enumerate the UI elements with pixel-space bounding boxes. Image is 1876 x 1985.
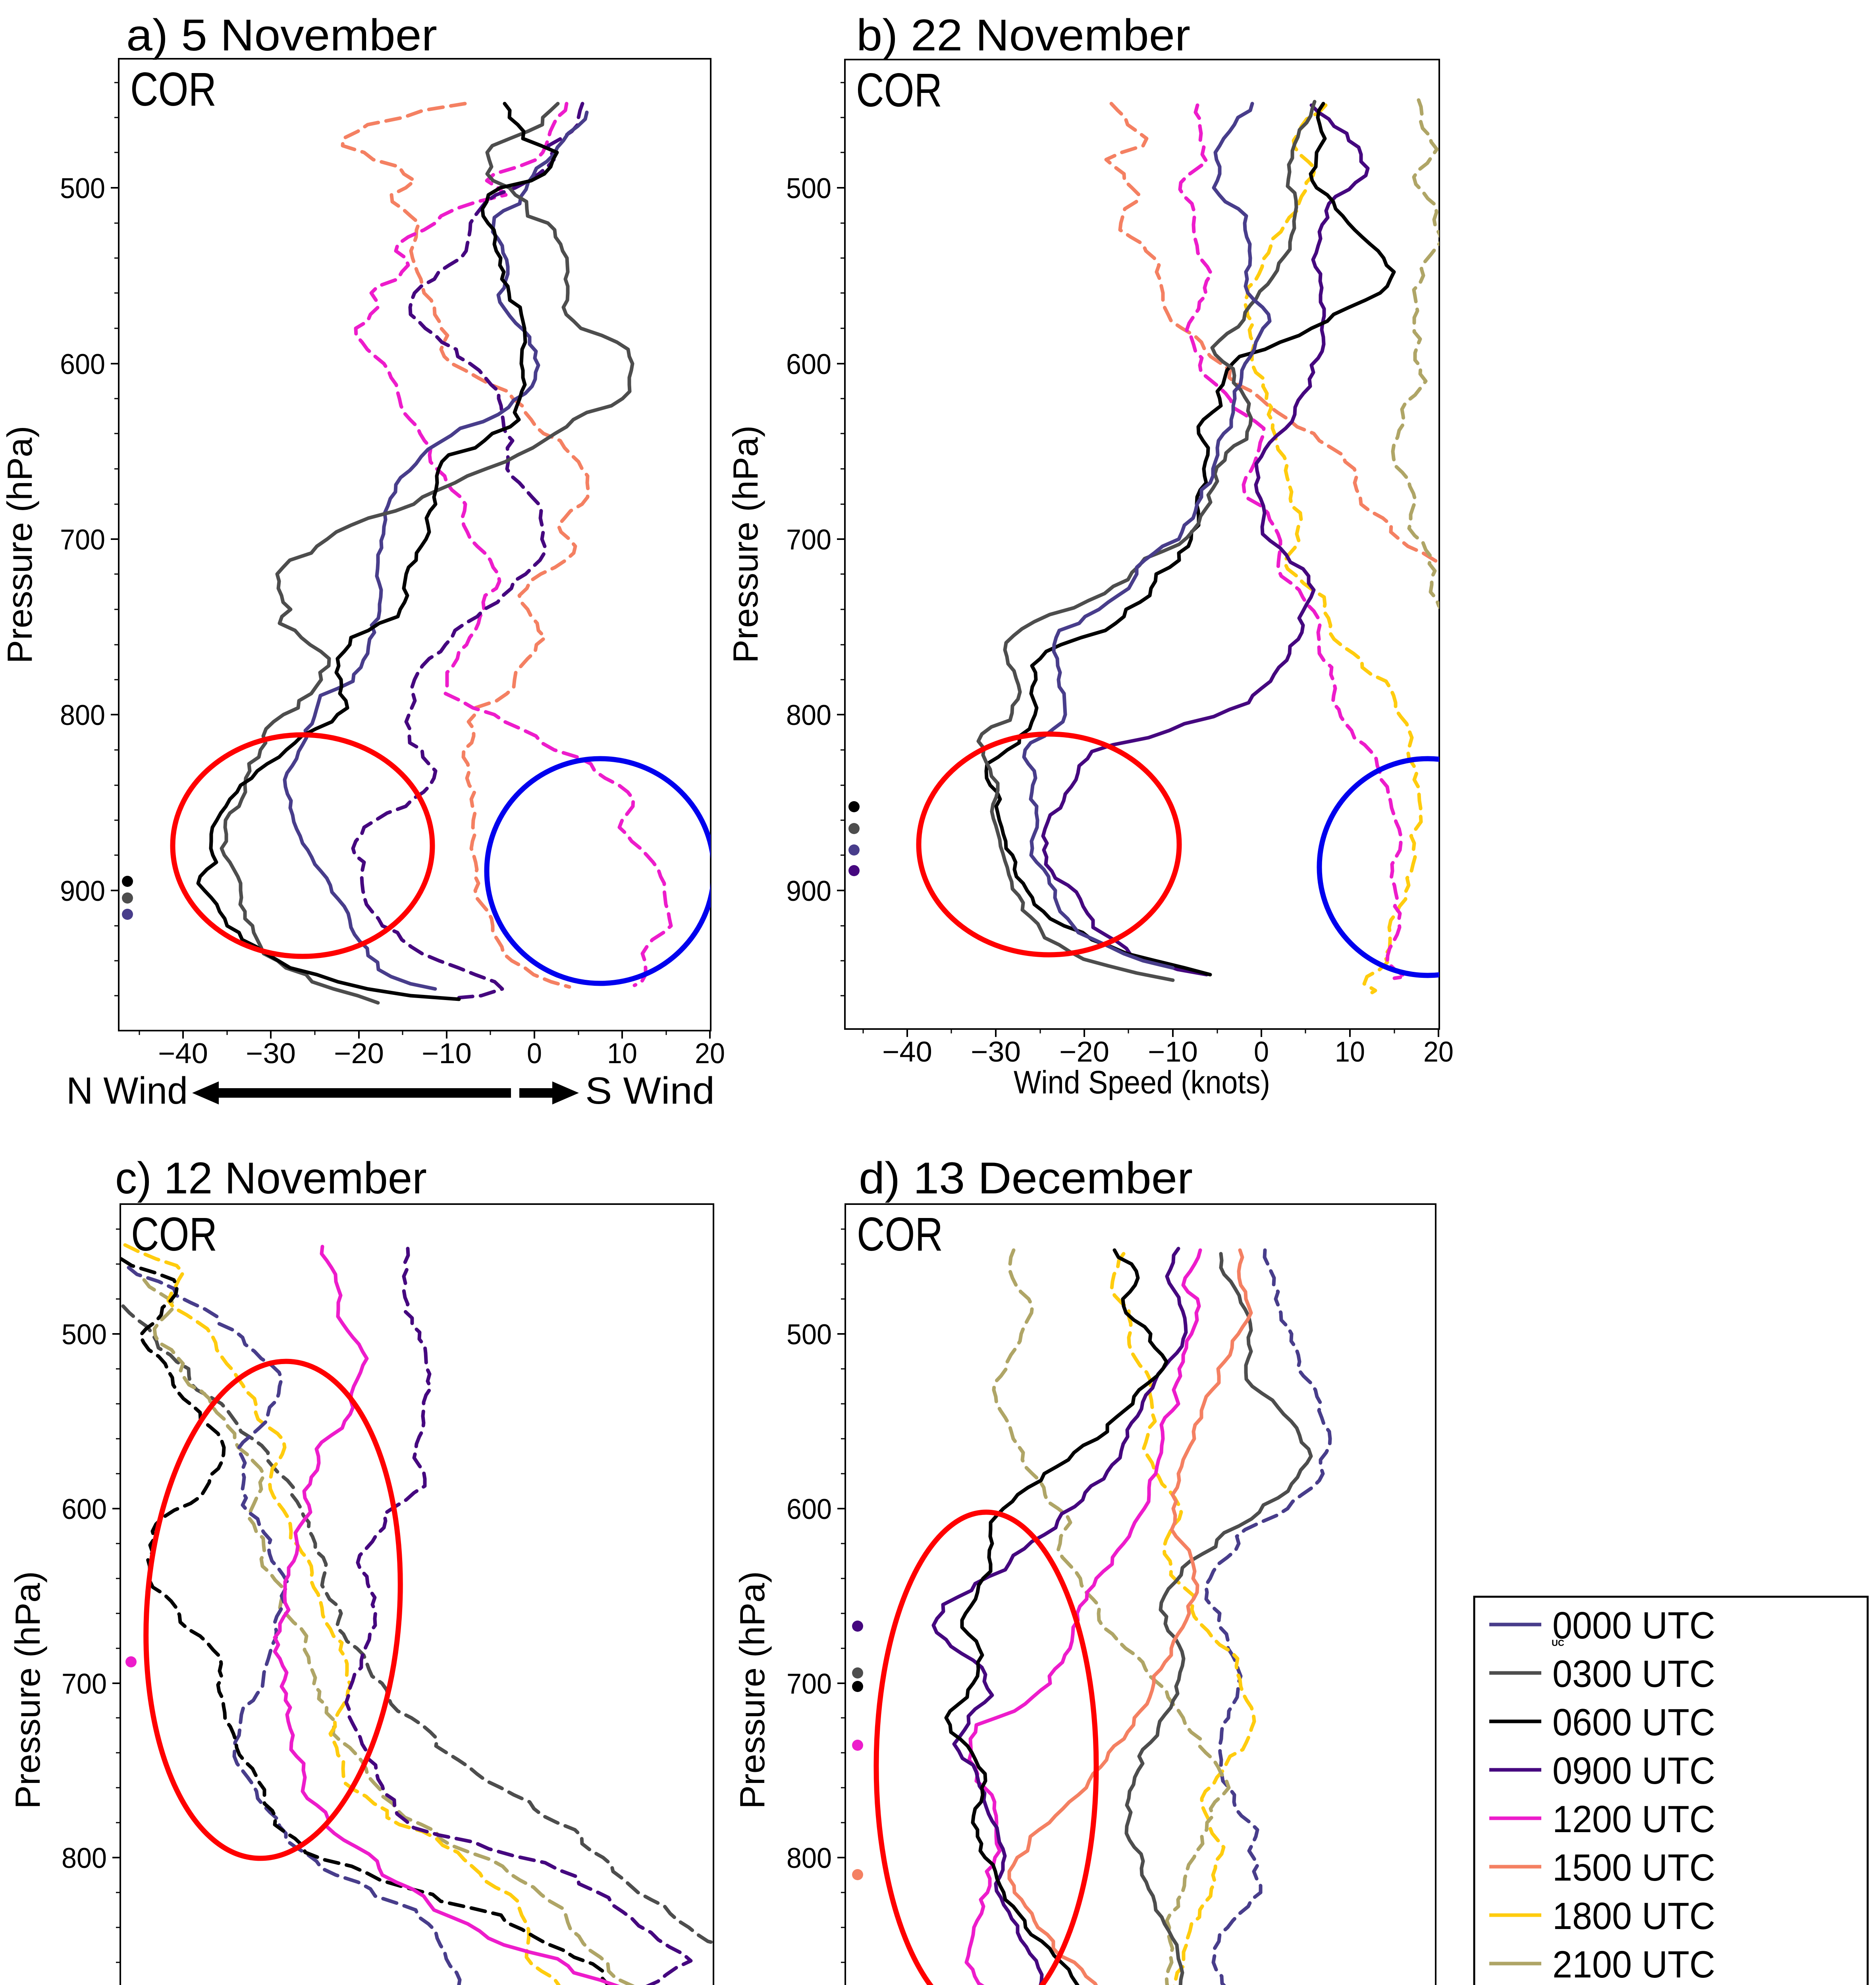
svg-text:0: 0 — [1254, 1036, 1269, 1068]
svg-text:Pressure (hPa): Pressure (hPa) — [0, 426, 39, 664]
svg-text:500: 500 — [62, 1319, 107, 1351]
svg-text:10: 10 — [1335, 1036, 1365, 1068]
svg-text:b) 22 November: b) 22 November — [856, 10, 1190, 60]
svg-text:COR: COR — [131, 1208, 217, 1261]
svg-text:800: 800 — [787, 1842, 832, 1874]
svg-text:a) 5 November: a) 5 November — [126, 10, 437, 60]
svg-text:0000 UTC: 0000 UTC — [1552, 1604, 1715, 1647]
svg-text:2100 UTC: 2100 UTC — [1552, 1943, 1715, 1985]
svg-text:−30: −30 — [246, 1038, 296, 1070]
svg-text:−30: −30 — [971, 1036, 1021, 1068]
svg-text:−40: −40 — [882, 1036, 932, 1068]
svg-text:600: 600 — [60, 349, 105, 380]
svg-text:N Wind: N Wind — [66, 1070, 188, 1112]
svg-text:1200 UTC: 1200 UTC — [1552, 1798, 1715, 1840]
svg-text:Pressure (hPa): Pressure (hPa) — [733, 1571, 772, 1809]
svg-text:COR: COR — [130, 63, 216, 116]
svg-text:600: 600 — [786, 349, 831, 380]
svg-text:UC: UC — [1552, 1638, 1564, 1648]
svg-text:600: 600 — [62, 1494, 107, 1525]
svg-text:20: 20 — [1423, 1036, 1454, 1068]
svg-text:700: 700 — [786, 524, 831, 556]
svg-text:1800 UTC: 1800 UTC — [1552, 1895, 1715, 1937]
svg-text:500: 500 — [786, 173, 831, 204]
svg-text:c) 12 November: c) 12 November — [115, 1153, 427, 1203]
svg-text:0900 UTC: 0900 UTC — [1552, 1750, 1715, 1792]
svg-text:0300 UTC: 0300 UTC — [1552, 1653, 1715, 1695]
svg-text:800: 800 — [60, 700, 105, 731]
svg-text:600: 600 — [787, 1494, 832, 1525]
svg-text:Wind Speed (knots): Wind Speed (knots) — [1014, 1064, 1270, 1100]
svg-text:20: 20 — [695, 1038, 725, 1070]
svg-text:−10: −10 — [422, 1038, 472, 1070]
svg-text:10: 10 — [607, 1038, 637, 1070]
svg-text:Pressure (hPa): Pressure (hPa) — [726, 426, 765, 663]
svg-text:700: 700 — [787, 1668, 832, 1700]
svg-text:700: 700 — [62, 1668, 107, 1700]
svg-text:900: 900 — [60, 875, 105, 907]
svg-text:−20: −20 — [334, 1038, 384, 1070]
svg-text:−40: −40 — [158, 1038, 208, 1070]
svg-text:900: 900 — [786, 875, 831, 907]
svg-text:0600 UTC: 0600 UTC — [1552, 1701, 1715, 1744]
svg-text:COR: COR — [856, 64, 942, 117]
svg-text:1500 UTC: 1500 UTC — [1552, 1846, 1715, 1889]
svg-text:S Wind: S Wind — [585, 1070, 715, 1112]
svg-text:800: 800 — [62, 1842, 107, 1874]
svg-text:−10: −10 — [1148, 1036, 1198, 1068]
svg-text:800: 800 — [786, 700, 831, 731]
svg-text:0: 0 — [527, 1038, 542, 1070]
svg-text:d) 13 December: d) 13 December — [859, 1153, 1193, 1203]
svg-text:500: 500 — [60, 173, 105, 204]
svg-text:500: 500 — [787, 1319, 832, 1351]
svg-text:COR: COR — [857, 1208, 943, 1261]
svg-text:Pressure (hPa): Pressure (hPa) — [8, 1571, 47, 1809]
svg-text:700: 700 — [60, 524, 105, 556]
svg-text:−20: −20 — [1059, 1036, 1109, 1068]
